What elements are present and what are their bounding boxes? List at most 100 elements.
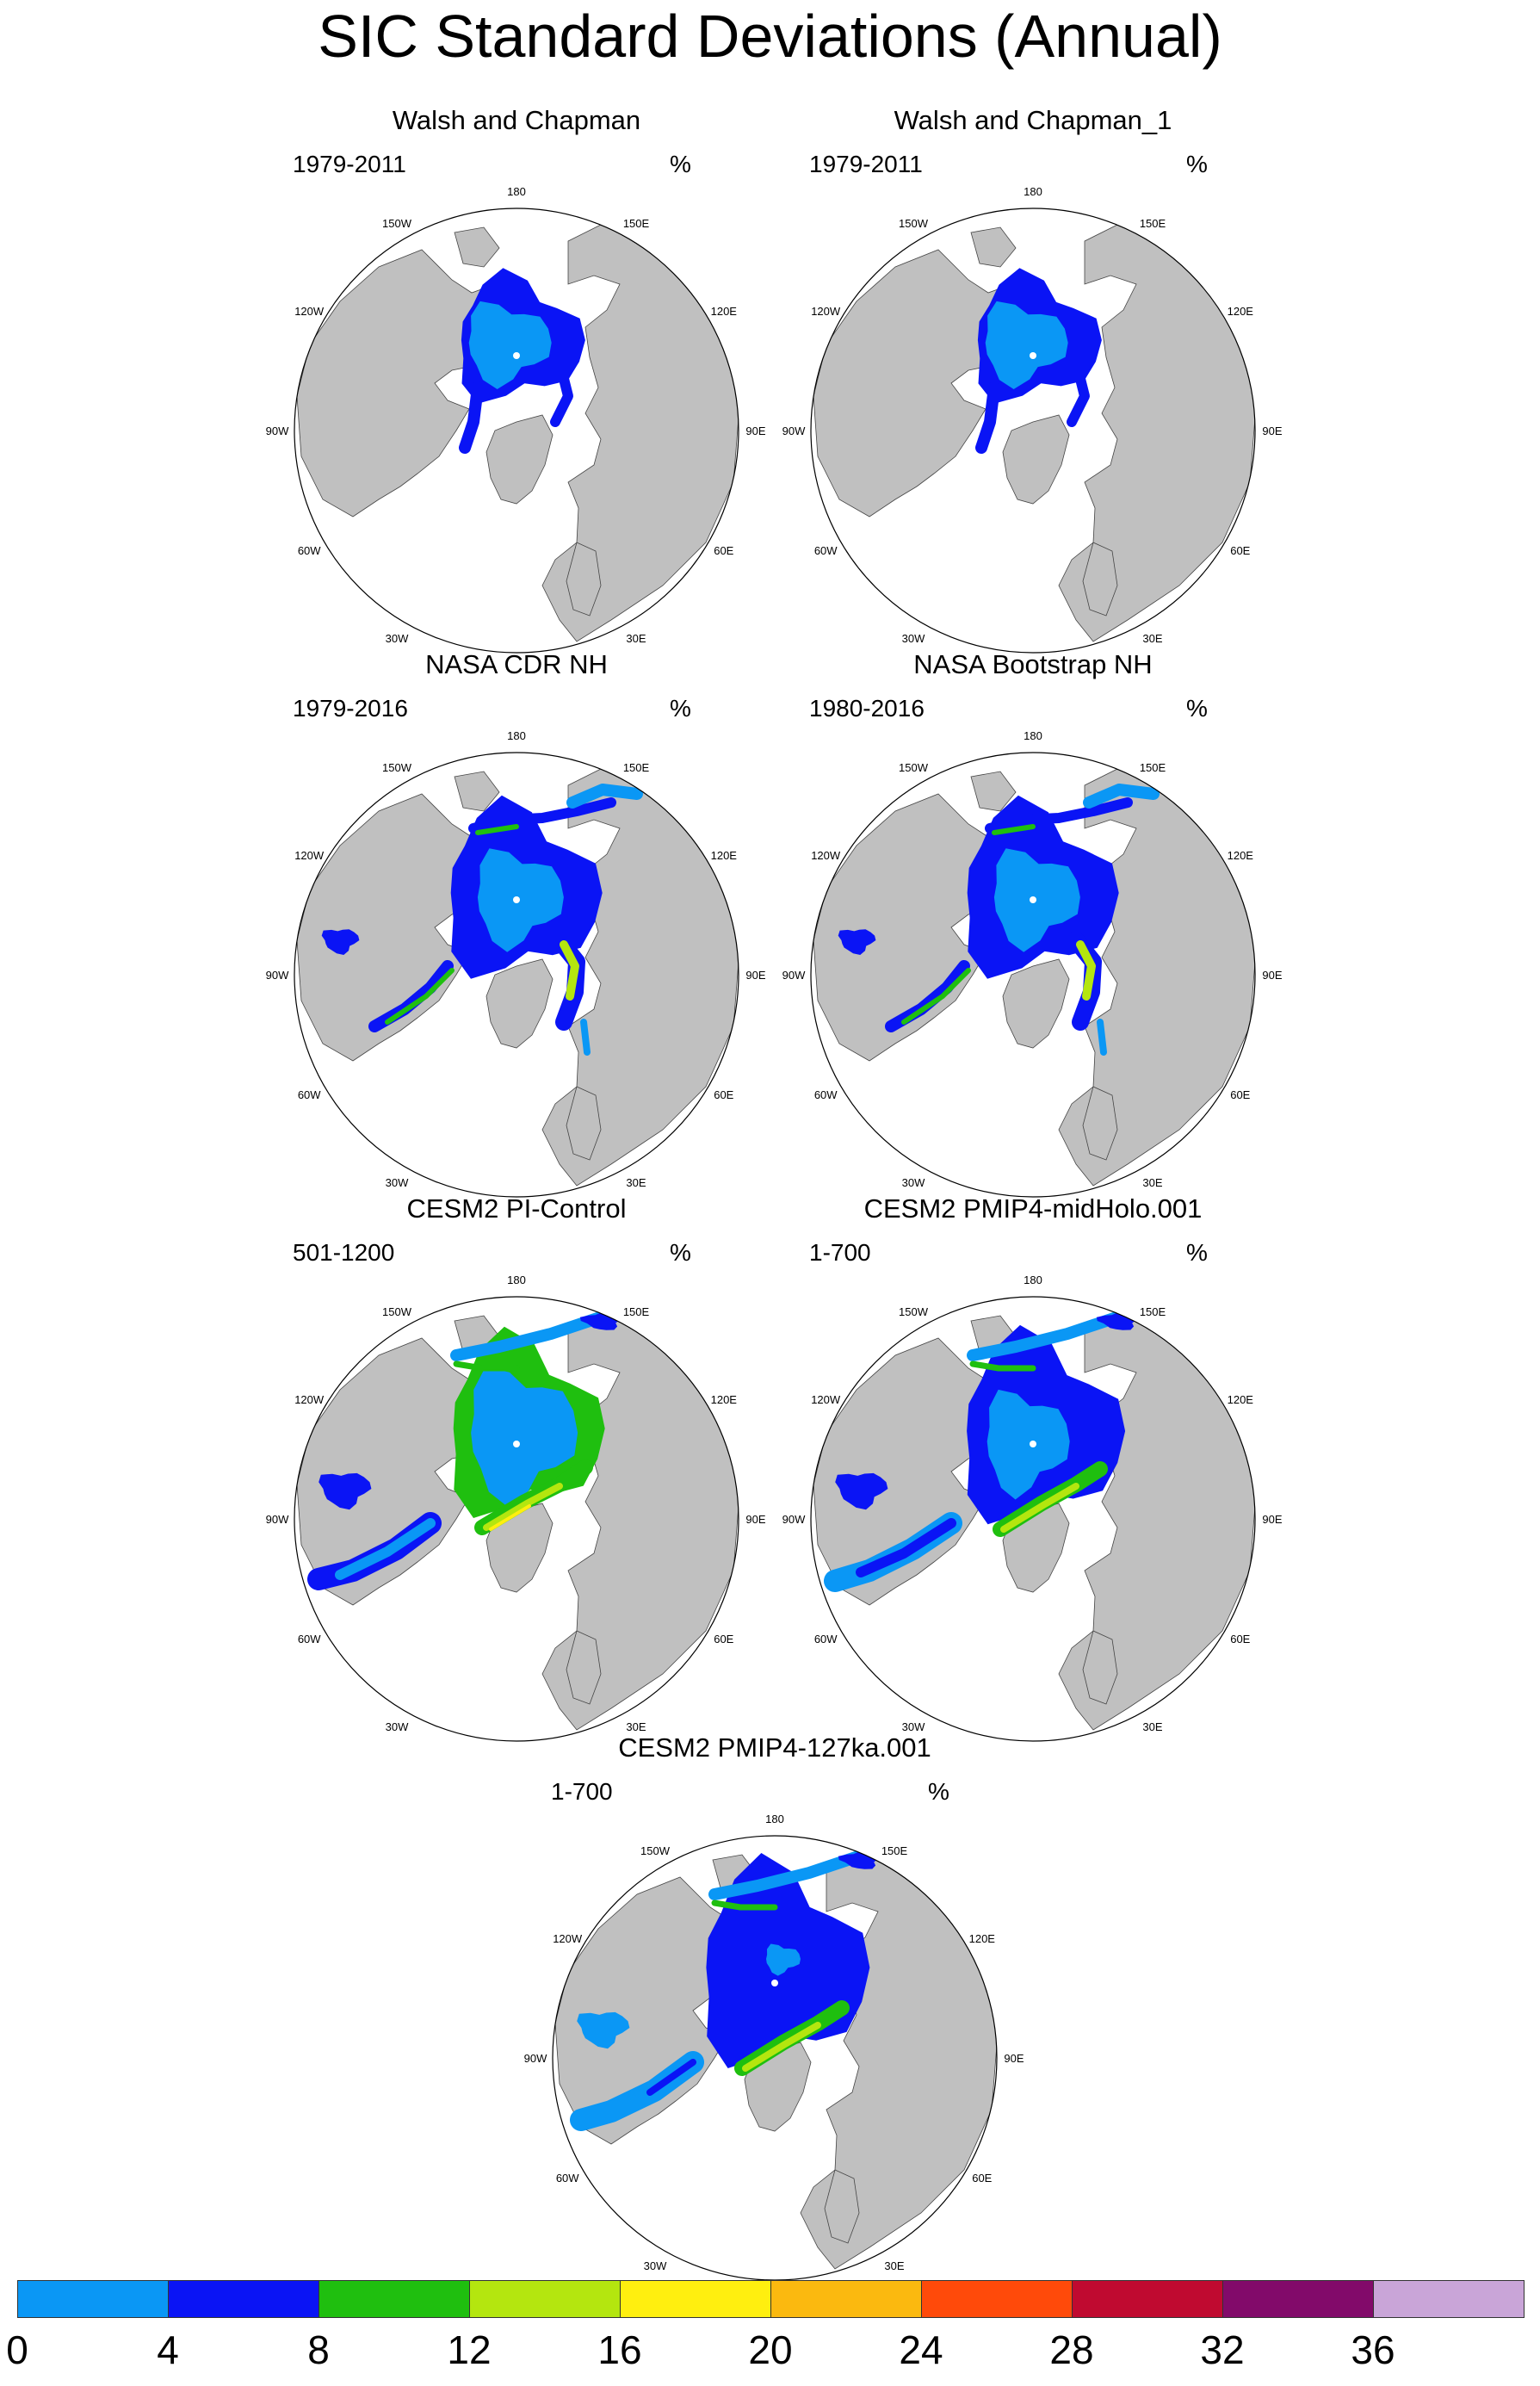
map-panel: CESM2 PMIP4-midHolo.001 1-700% 180 150E 120E… <box>775 1192 1291 1743</box>
sic-band <box>1076 940 1096 1001</box>
sic-band <box>742 2022 821 2072</box>
map-panel: Walsh and Chapman_1 1979-2011% 180 150E 120E… <box>775 103 1291 654</box>
longitude-label: 90W <box>266 1513 289 1526</box>
longitude-label: 60W <box>298 544 321 557</box>
longitude-label: 30W <box>386 1176 409 1189</box>
panel-title: NASA Bootstrap NH <box>913 649 1153 679</box>
longitude-label: 150E <box>1140 217 1166 230</box>
longitude-label: 120E <box>1228 1393 1254 1406</box>
longitude-label: 150E <box>623 1305 650 1318</box>
sic-contour <box>986 1389 1070 1500</box>
longitude-label: 30W <box>902 1176 925 1189</box>
longitude-label: 180 <box>1024 729 1042 742</box>
longitude-label: 120E <box>1228 305 1254 318</box>
sic-band <box>856 1518 956 1577</box>
map-border <box>810 752 1256 1198</box>
land-mass <box>1082 1630 1118 1705</box>
land-mass <box>1082 1086 1118 1161</box>
longitude-label: 60E <box>714 544 733 557</box>
polar-map: 180150E120E90E60E30E030W60W90W120W150W <box>266 729 766 1198</box>
unit-label: % <box>670 151 691 177</box>
map-panel: NASA CDR NH 1979-2016% 180 150E 120E 90E 60E 30… <box>258 648 775 1199</box>
longitude-label: 90E <box>745 1513 765 1526</box>
panel-title: CESM2 PMIP4-midHolo.001 <box>863 1193 1203 1224</box>
longitude-label: 30E <box>1142 632 1162 645</box>
longitude-label: 30W <box>902 632 925 645</box>
longitude-label: 120W <box>294 1393 325 1406</box>
sic-band <box>985 797 1133 834</box>
colorbar-swatch <box>319 2280 470 2318</box>
longitude-label: 60W <box>814 1088 838 1101</box>
longitude-label: 90E <box>1262 969 1282 982</box>
polar-map: 180150E120E90E60E30E030W60W90W120W150W <box>782 185 1283 654</box>
longitude-label: 150W <box>899 761 929 774</box>
longitude-label: 90E <box>745 425 765 437</box>
sic-band <box>1000 1483 1079 1533</box>
colorbar-swatch <box>770 2280 922 2318</box>
longitude-label: 30W <box>386 632 409 645</box>
panel-title: NASA CDR NH <box>425 649 608 679</box>
longitude-label: 120W <box>553 1932 583 1945</box>
longitude-label: 60W <box>298 1088 321 1101</box>
panel-title: CESM2 PI-Control <box>406 1193 627 1224</box>
sic-band <box>1083 784 1160 809</box>
sic-contour <box>468 301 552 389</box>
sic-band <box>646 2059 696 2096</box>
land-mass <box>1002 414 1070 505</box>
colorbar-tick-label: 32 <box>1200 2327 1245 2372</box>
colorbar-tick-label: 8 <box>307 2327 330 2372</box>
longitude-label: 150W <box>640 1844 671 1857</box>
land-mass <box>1082 542 1118 617</box>
longitude-label: 120E <box>969 1932 996 1945</box>
unit-label: % <box>1186 151 1208 177</box>
polar-map: 180150E120E90E60E30E030W60W90W120W150W <box>266 185 766 654</box>
period-label: 1979-2011 <box>809 151 923 177</box>
longitude-label: 60W <box>814 544 838 557</box>
map-border <box>810 208 1256 654</box>
sic-band <box>468 797 616 834</box>
pole-hole <box>513 1441 520 1447</box>
map-border <box>294 1296 739 1742</box>
unit-label: % <box>670 1239 691 1266</box>
colorbar-tick-label: 0 <box>6 2327 28 2372</box>
map-border <box>810 1296 1256 1742</box>
sic-contour <box>321 929 360 955</box>
sic-band <box>967 1311 1125 1361</box>
land-mass <box>566 1630 602 1705</box>
unit-label: % <box>928 1778 949 1805</box>
land-mass <box>824 2169 860 2244</box>
sic-band <box>385 968 455 1025</box>
colorbar-tick-label: 12 <box>447 2327 492 2372</box>
polar-map: 180150E120E90E60E30E030W60W90W120W150W <box>782 729 1283 1198</box>
longitude-label: 150W <box>382 761 412 774</box>
period-label: 501-1200 <box>293 1239 395 1266</box>
sic-band <box>901 968 971 1025</box>
colorbar-tick-label: 36 <box>1351 2327 1395 2372</box>
land-mass <box>454 226 500 268</box>
longitude-label: 60E <box>714 1633 733 1645</box>
longitude-label: 90W <box>782 1513 806 1526</box>
longitude-label: 60E <box>1230 544 1250 557</box>
longitude-label: 60W <box>298 1633 321 1645</box>
sic-contour <box>993 848 1080 952</box>
colorbar-tick-label: 16 <box>597 2327 642 2372</box>
period-label: 1-700 <box>551 1778 613 1805</box>
sic-band <box>489 1504 531 1531</box>
land-mass <box>486 958 554 1049</box>
longitude-label: 120E <box>711 849 738 862</box>
map-border <box>294 752 739 1198</box>
longitude-label: 90W <box>266 969 289 982</box>
map-border <box>294 208 739 654</box>
longitude-label: 120W <box>811 849 841 862</box>
sic-contour <box>835 1472 888 1510</box>
sic-band <box>1067 356 1090 427</box>
longitude-label: 90E <box>1262 425 1282 437</box>
longitude-label: 180 <box>507 185 526 198</box>
land-mass <box>970 771 1017 812</box>
unit-label: % <box>1186 695 1208 722</box>
colorbar-tick-label: 20 <box>748 2327 793 2372</box>
longitude-label: 120W <box>811 305 841 318</box>
sic-band <box>580 1019 591 1056</box>
sic-band <box>708 1850 867 1900</box>
pole-hole <box>1030 1441 1036 1447</box>
